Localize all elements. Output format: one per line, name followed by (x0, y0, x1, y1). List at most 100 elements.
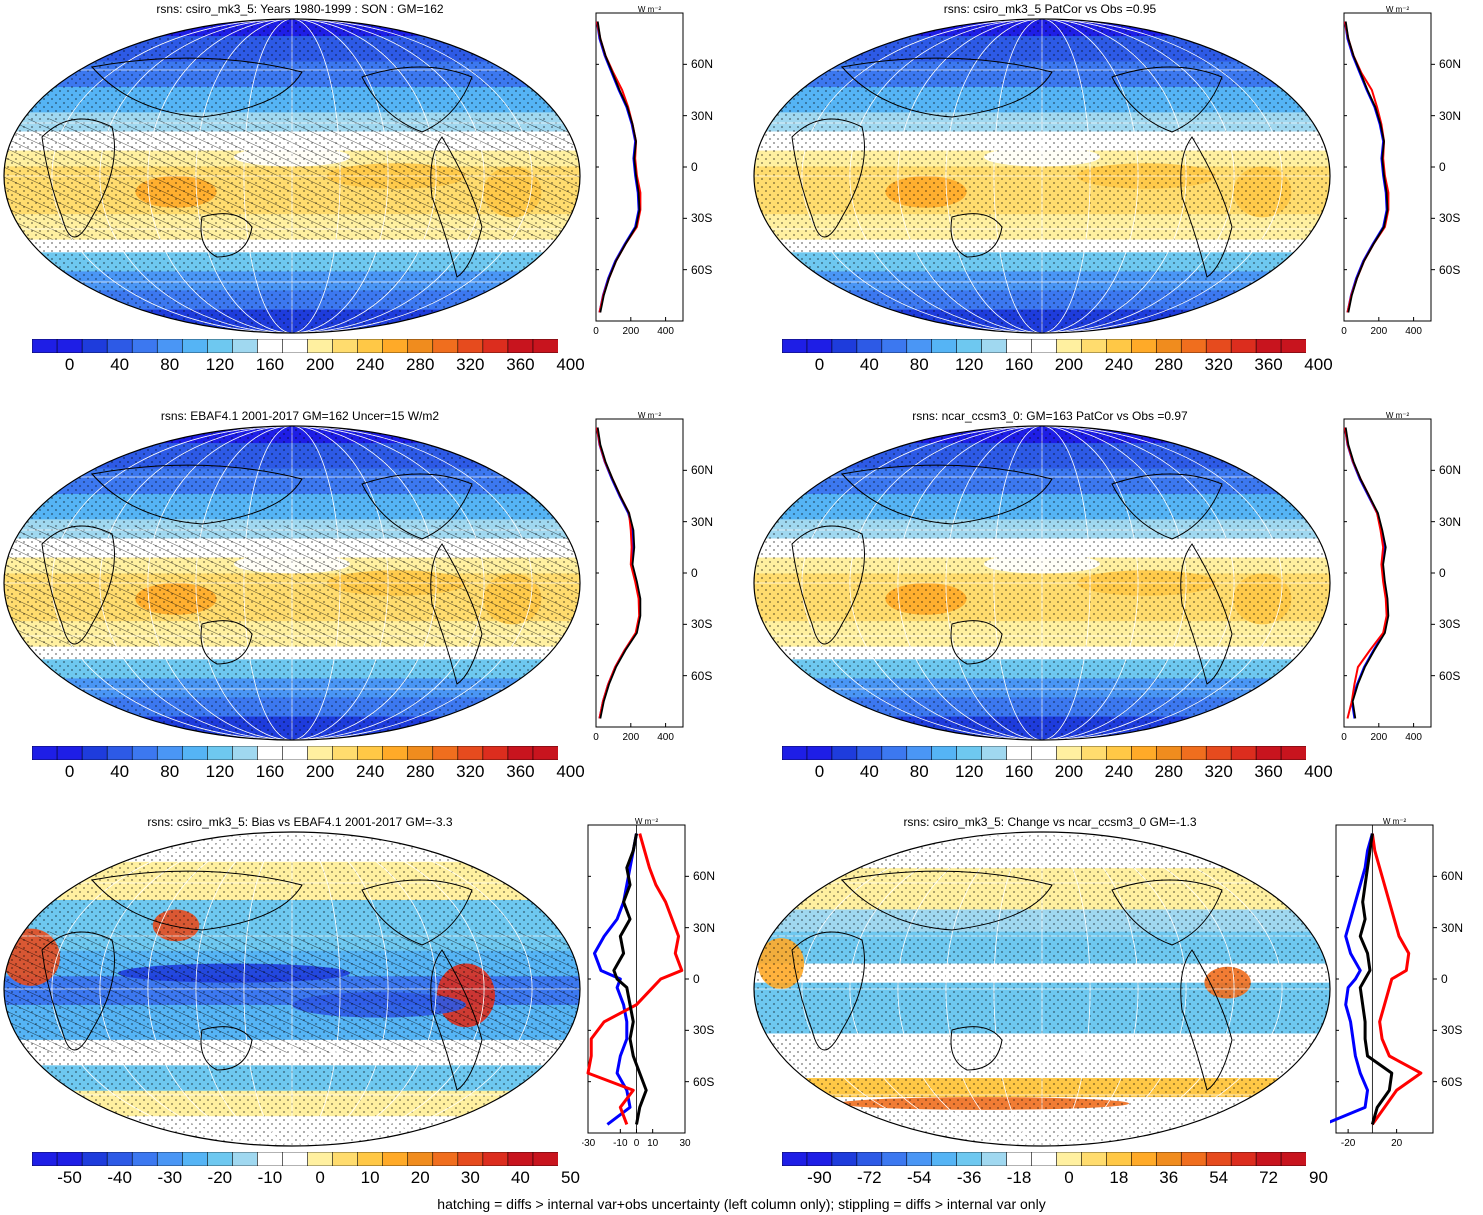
colorbar-swatch (131, 1152, 158, 1166)
colorbar-swatch (357, 746, 384, 760)
colorbar-tick-label: 400 (1304, 355, 1333, 374)
colorbar-swatch (482, 746, 509, 760)
zonal-mean-plot: W m⁻² 0 200 400 (593, 411, 687, 743)
zonal-unit-label: W m⁻² (1386, 411, 1410, 420)
colorbar-swatch (881, 1152, 908, 1166)
colorbar-tick-label: 400 (556, 762, 585, 781)
lat-tick-label: 60N (691, 57, 714, 72)
map-plot (3, 425, 581, 741)
colorbar-swatch (482, 339, 509, 353)
colorbar-tick-label: 160 (255, 355, 285, 374)
colorbar-swatch (1131, 1152, 1157, 1166)
colorbar-swatch (831, 339, 858, 353)
map-plot (753, 831, 1331, 1147)
colorbar-tick-label: 120 (205, 762, 235, 781)
colorbar-labels: -50 -40 -30 -20 -10 0 10 20 30 40 50 (32, 1168, 580, 1190)
colorbar-tick-label: 280 (406, 355, 435, 374)
lat-tick-label: 30N (1439, 108, 1462, 123)
colorbar-swatch (1205, 339, 1232, 353)
colorbar-tick-label: 90 (1309, 1168, 1328, 1187)
colorbar-labels: -90 -72 -54 -36 -18 0 18 36 54 72 90 (782, 1168, 1328, 1190)
colorbar-swatch (1006, 339, 1033, 353)
zonal-unit-label: W m⁻² (1386, 5, 1410, 14)
colorbar-swatch (981, 746, 1008, 760)
zonal-x-tick-label: 30 (679, 1138, 691, 1149)
colorbar-swatch (806, 746, 833, 760)
colorbar-tick-label: -54 (906, 1168, 932, 1187)
colorbar-swatch (357, 1152, 384, 1166)
zonal-x-tick-label: 200 (622, 732, 639, 743)
colorbar-tick-label: 40 (110, 355, 130, 374)
colorbar-swatch (207, 1152, 233, 1166)
colorbar-swatch (457, 746, 484, 760)
colorbar (782, 746, 1306, 760)
colorbar-tick-label: -36 (956, 1168, 982, 1187)
footer-note: hatching = diffs > internal var+obs unce… (437, 1196, 1046, 1212)
colorbar-tick-label: 0 (814, 355, 825, 374)
colorbar-tick-label: 80 (160, 355, 180, 374)
colorbar-swatch (106, 339, 133, 353)
colorbar-swatch (457, 339, 484, 353)
colorbar-tick-label: 240 (355, 762, 385, 781)
zonal-x-tick-label: 10 (647, 1138, 659, 1149)
colorbar-swatch (782, 339, 808, 353)
colorbar-tick-label: 80 (909, 355, 929, 374)
colorbar-swatch (232, 746, 259, 760)
lat-tick-label: 60S (691, 262, 713, 277)
colorbar-swatch (282, 1152, 309, 1166)
colorbar-tick-label: -10 (257, 1168, 283, 1187)
lat-tick-label: 60N (691, 463, 714, 478)
zonal-mean-plot: W m⁻² -30 -10 0 10 30 (582, 817, 691, 1149)
panel-title: rsns: csiro_mk3_5: Change vs ncar_ccsm3_… (903, 815, 1197, 829)
colorbar-swatch (257, 1152, 284, 1166)
colorbar-swatch (1280, 339, 1306, 353)
colorbar-swatch (307, 746, 334, 760)
colorbar-tick-label: 240 (1104, 762, 1134, 781)
zonal-x-tick-label: -10 (613, 1138, 628, 1149)
colorbar-labels: 0 40 80 120 160 200 240 280 320 360 400 (32, 355, 585, 377)
colorbar-tick-label: 18 (1109, 1168, 1129, 1187)
colorbar-swatch (56, 339, 83, 353)
colorbar-swatch (131, 339, 158, 353)
colorbar-swatch (32, 746, 58, 760)
zonal-x-tick-label: 400 (657, 326, 674, 337)
colorbar-swatch (1230, 746, 1257, 760)
colorbar-swatch (532, 1152, 558, 1166)
colorbar-swatch (1180, 339, 1207, 353)
colorbar-swatch (432, 339, 459, 353)
colorbar-swatch (407, 1152, 434, 1166)
colorbar-swatch (906, 1152, 933, 1166)
colorbar-swatch (156, 339, 183, 353)
colorbar-swatch (956, 339, 983, 353)
colorbar-tick-label: 40 (110, 762, 130, 781)
colorbar-swatch (257, 339, 284, 353)
zonal-series-line (1330, 833, 1374, 1124)
lat-tick-label: 30S (691, 617, 713, 632)
colorbar-swatch (856, 1152, 883, 1166)
colorbar-swatch (1155, 1152, 1182, 1166)
colorbar-swatch (831, 1152, 858, 1166)
panel-title: rsns: EBAF4.1 2001-2017 GM=162 Uncer=15 … (160, 409, 440, 423)
zonal-x-tick-label: 200 (1370, 326, 1387, 337)
colorbar-swatch (1180, 1152, 1207, 1166)
colorbar-tick-label: 80 (909, 762, 929, 781)
colorbar-tick-label: -18 (1006, 1168, 1032, 1187)
panel-title: rsns: csiro_mk3_5: Bias vs EBAF4.1 2001-… (147, 815, 453, 829)
colorbar-swatch (407, 746, 434, 760)
lat-tick-label: 0 (691, 566, 698, 580)
colorbar-tick-label: 120 (205, 355, 235, 374)
colorbar-tick-label: 40 (859, 762, 879, 781)
colorbar-tick-label: 0 (814, 762, 825, 781)
lat-tick-label: 0 (691, 160, 698, 174)
colorbar-swatch (106, 746, 133, 760)
zonal-series-line (612, 833, 648, 1125)
colorbar-swatch (931, 1152, 958, 1166)
colorbar-swatch (1031, 1152, 1058, 1166)
lat-tick-label: 60S (691, 668, 713, 683)
zonal-x-tick-label: 0 (634, 1138, 640, 1149)
colorbar-swatch (332, 746, 359, 760)
colorbar (782, 1152, 1306, 1166)
zonal-mean-plot: W m⁻² 0 200 400 (1341, 5, 1435, 337)
colorbar-swatch (32, 1152, 58, 1166)
colorbar-swatch (1006, 1152, 1033, 1166)
